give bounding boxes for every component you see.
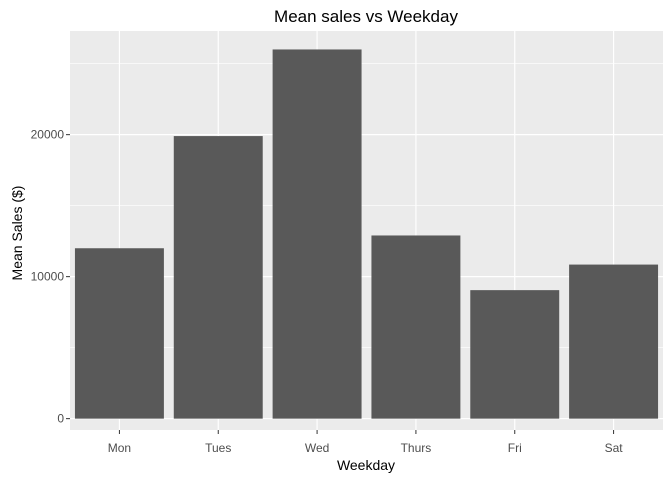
y-axis-ticks: 0 10000 20000 <box>31 128 70 426</box>
plot-panel <box>70 31 663 430</box>
x-tick-label: Fri <box>508 441 522 455</box>
x-axis-ticks: Mon Tues Wed Thurs Fri Sat <box>108 430 624 455</box>
chart-title: Mean sales vs Weekday <box>274 7 458 26</box>
bar-mon <box>74 248 164 419</box>
bar-fri <box>470 290 560 419</box>
x-tick-label: Sat <box>605 441 624 455</box>
x-tick-label: Wed <box>305 441 329 455</box>
x-tick-label: Mon <box>108 441 131 455</box>
x-tick-label: Tues <box>205 441 231 455</box>
y-tick-label: 0 <box>57 412 64 426</box>
y-tick-label: 10000 <box>31 270 65 284</box>
x-tick-label: Thurs <box>401 441 432 455</box>
bar-sat <box>569 264 659 419</box>
bar-tues <box>173 136 263 419</box>
panel-background <box>70 31 663 430</box>
bars <box>74 49 659 419</box>
bar-thurs <box>371 235 461 419</box>
x-axis-title: Weekday <box>337 457 395 473</box>
y-axis-title: Mean Sales ($) <box>9 186 25 281</box>
y-tick-label: 20000 <box>31 128 65 142</box>
bar-wed <box>272 49 362 419</box>
